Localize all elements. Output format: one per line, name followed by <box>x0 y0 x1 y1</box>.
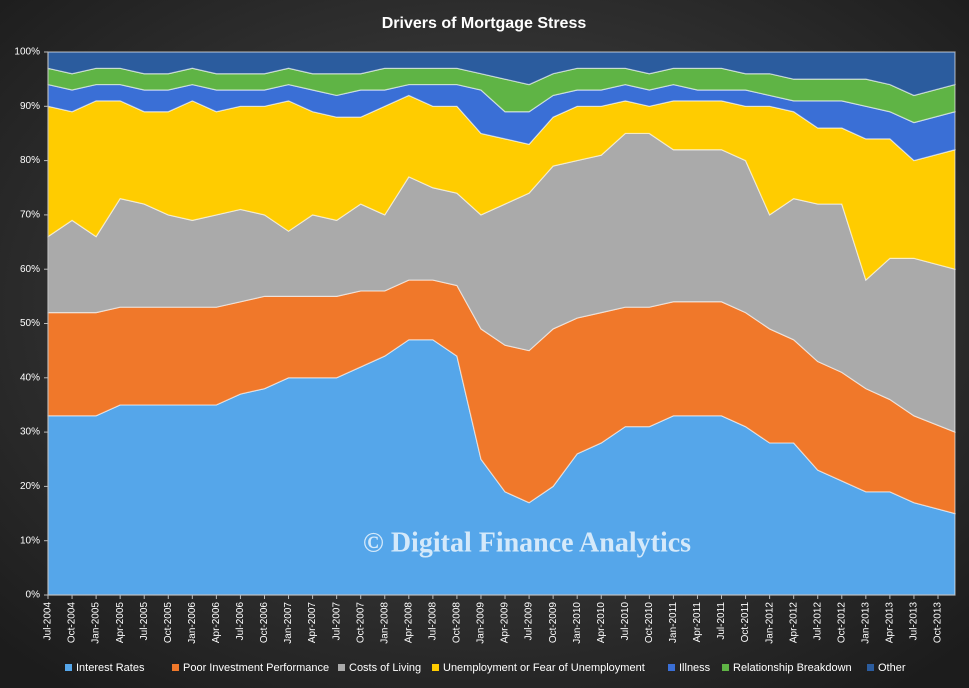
x-tick-label: Jul-2012 <box>812 602 823 641</box>
chart-title: Drivers of Mortgage Stress <box>382 15 587 32</box>
x-tick-label: Apr-2012 <box>788 602 799 644</box>
x-tick-label: Jan-2008 <box>379 602 390 644</box>
legend-label: Poor Investment Performance <box>183 662 329 674</box>
legend-marker <box>867 664 874 671</box>
x-tick-label: Apr-2006 <box>211 602 222 644</box>
area <box>47 51 956 97</box>
x-tick-label: Jul-2010 <box>620 602 631 641</box>
legend-label: Interest Rates <box>76 662 145 674</box>
x-tick-label: Jul-2004 <box>43 602 54 641</box>
x-tick-label: Apr-2013 <box>885 602 896 644</box>
y-tick-label: 60% <box>20 264 40 275</box>
y-tick-label: 10% <box>20 535 40 546</box>
x-tick-label: Jul-2007 <box>331 602 342 641</box>
x-tick-label: Oct-2010 <box>644 602 655 644</box>
x-tick-label: Apr-2005 <box>115 602 126 644</box>
watermark: © Digital Finance Analytics <box>363 527 691 558</box>
x-tick-label: Jan-2007 <box>283 602 294 644</box>
legend-marker <box>722 664 729 671</box>
x-tick-label: Jul-2011 <box>716 602 727 640</box>
x-tick-label: Oct-2006 <box>259 602 270 644</box>
legend-label: Illness <box>679 662 711 674</box>
x-tick-label: Oct-2012 <box>836 602 847 644</box>
x-tick-label: Apr-2008 <box>403 602 414 644</box>
x-tick-label: Jan-2006 <box>187 602 198 644</box>
x-tick-label: Oct-2008 <box>452 602 463 644</box>
legend-marker <box>338 664 345 671</box>
legend-label: Other <box>878 662 906 674</box>
x-tick-label: Apr-2010 <box>596 602 607 644</box>
x-tick-label: Apr-2007 <box>307 602 318 644</box>
x-tick-label: Apr-2009 <box>500 602 511 644</box>
x-tick-label: Jul-2006 <box>235 602 246 641</box>
legend-marker <box>172 664 179 671</box>
legend-label: Unemployment or Fear of Unemployment <box>443 662 645 674</box>
x-tick-label: Jul-2008 <box>428 602 439 641</box>
legend-marker <box>668 664 675 671</box>
y-tick-label: 40% <box>20 372 40 383</box>
x-tick-label: Oct-2004 <box>67 602 78 644</box>
x-tick-label: Jan-2012 <box>764 602 775 644</box>
y-tick-label: 80% <box>20 155 40 166</box>
y-tick-label: 30% <box>20 427 40 438</box>
x-tick-label: Oct-2009 <box>548 602 559 644</box>
legend-marker <box>432 664 439 671</box>
y-tick-label: 50% <box>20 318 40 329</box>
y-tick-label: 90% <box>20 101 40 112</box>
y-tick-label: 0% <box>26 590 41 601</box>
legend-label: Relationship Breakdown <box>733 662 852 674</box>
legend-marker <box>65 664 72 671</box>
y-tick-label: 20% <box>20 481 40 492</box>
plot-area <box>47 51 956 596</box>
x-tick-label: Oct-2011 <box>740 602 751 643</box>
x-tick-label: Jul-2005 <box>139 602 150 641</box>
x-tick-label: Jul-2013 <box>909 602 920 641</box>
x-tick-label: Jan-2010 <box>572 602 583 644</box>
x-tick-label: Jan-2009 <box>476 602 487 644</box>
y-tick-label: 100% <box>14 47 40 58</box>
x-tick-label: Jan-2011 <box>668 602 679 643</box>
x-tick-label: Apr-2011 <box>692 602 703 643</box>
x-tick-label: Jul-2009 <box>524 602 535 641</box>
x-tick-label: Jan-2005 <box>91 602 102 644</box>
x-tick-label: Jan-2013 <box>860 602 871 644</box>
x-tick-label: Oct-2005 <box>163 602 174 644</box>
legend-label: Costs of Living <box>349 662 421 674</box>
x-tick-label: Oct-2007 <box>355 602 366 644</box>
y-tick-label: 70% <box>20 210 40 221</box>
x-tick-label: Oct-2013 <box>933 602 944 644</box>
